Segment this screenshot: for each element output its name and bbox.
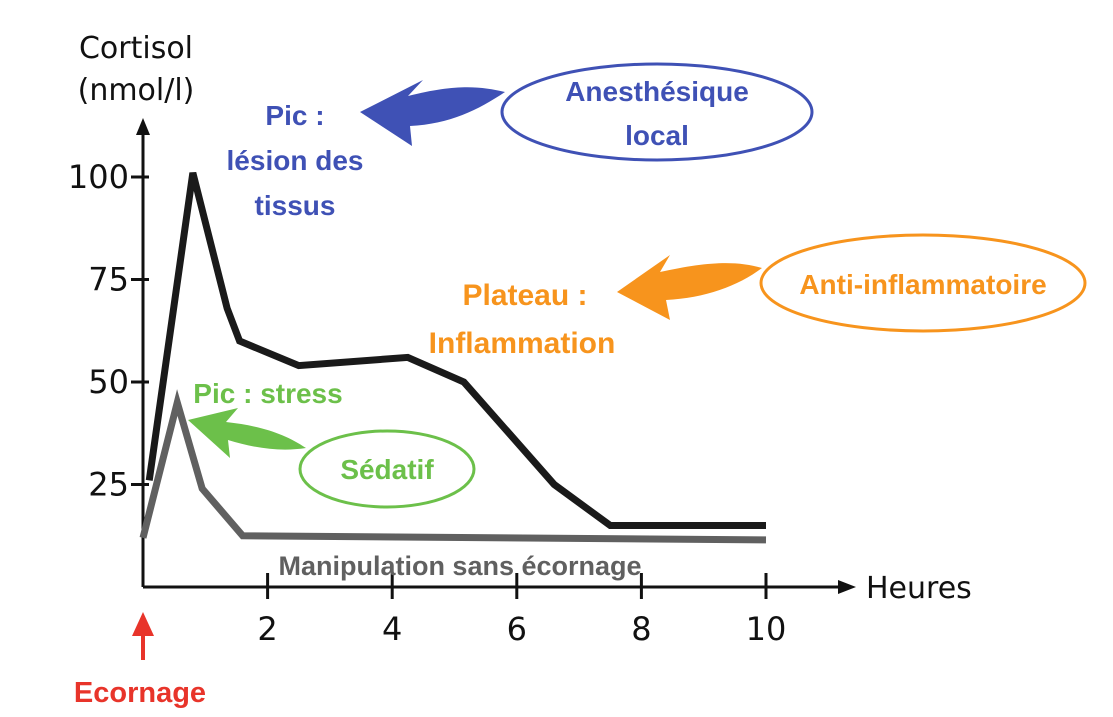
y-axis-label-line2: (nmol/l): [78, 73, 195, 108]
x-tick-label-2: 2: [257, 610, 277, 648]
peak-annotation-line2: lésion des: [227, 145, 364, 176]
data-series: [139, 172, 767, 544]
x-tick-label-8: 8: [631, 610, 651, 648]
y-axis-arrow: [136, 118, 150, 135]
y-axis-label-line1: Cortisol: [79, 31, 193, 66]
sedatif-treatment: Sédatif: [188, 408, 476, 509]
plateau-annotation-line2: Inflammation: [429, 327, 616, 360]
event-label: Ecornage: [74, 677, 206, 709]
x-axis-label: Heures: [866, 571, 972, 606]
anesthesique-treatment: Anesthésique local: [360, 62, 814, 162]
anesthesique-line1: Anesthésique: [565, 76, 749, 107]
anti-inflammatoire-arrow-icon: [617, 255, 762, 320]
anti-inflammatoire-ellipse: [759, 233, 1087, 333]
sedatif-ellipse: [298, 429, 476, 509]
event-arrow-head: [132, 612, 154, 636]
anesthesique-line2: local: [625, 120, 689, 151]
series-label-manipulation: Manipulation sans écornage: [278, 551, 641, 581]
anti-inflammatoire-label: Anti-inflammatoire: [799, 269, 1046, 300]
x-axis-arrow: [838, 580, 856, 594]
peak-annotation-line3: tissus: [255, 190, 336, 221]
sedatif-arrow-icon: [188, 408, 306, 458]
y-tick-label-50: 50: [88, 363, 129, 401]
anesthesique-ellipse: [500, 62, 814, 162]
axis-ticks: 25 50 75 100 2 4 6 8 10: [68, 158, 786, 648]
y-tick-label-75: 75: [88, 261, 129, 299]
y-tick-label-100: 100: [68, 158, 129, 196]
y-tick-label-25: 25: [88, 466, 129, 504]
peak-annotation: Pic : lésion des tissus: [227, 100, 364, 221]
series-line-cortisol: [145, 172, 766, 529]
x-tick-label-10: 10: [746, 610, 787, 648]
anti-inflammatoire-treatment: Anti-inflammatoire: [617, 233, 1087, 333]
plateau-annotation: Plateau : Inflammation: [429, 279, 616, 360]
stress-annotation: Pic : stress: [193, 378, 342, 409]
anesthesique-arrow-icon: [360, 80, 505, 146]
event-marker: Ecornage: [74, 612, 206, 709]
plateau-annotation-line1: Plateau :: [462, 279, 587, 312]
series-line-manipulation: [139, 389, 767, 544]
x-tick-label-4: 4: [382, 610, 402, 648]
x-tick-label-6: 6: [507, 610, 527, 648]
peak-annotation-line1: Pic :: [265, 100, 324, 131]
sedatif-label: Sédatif: [340, 454, 434, 485]
